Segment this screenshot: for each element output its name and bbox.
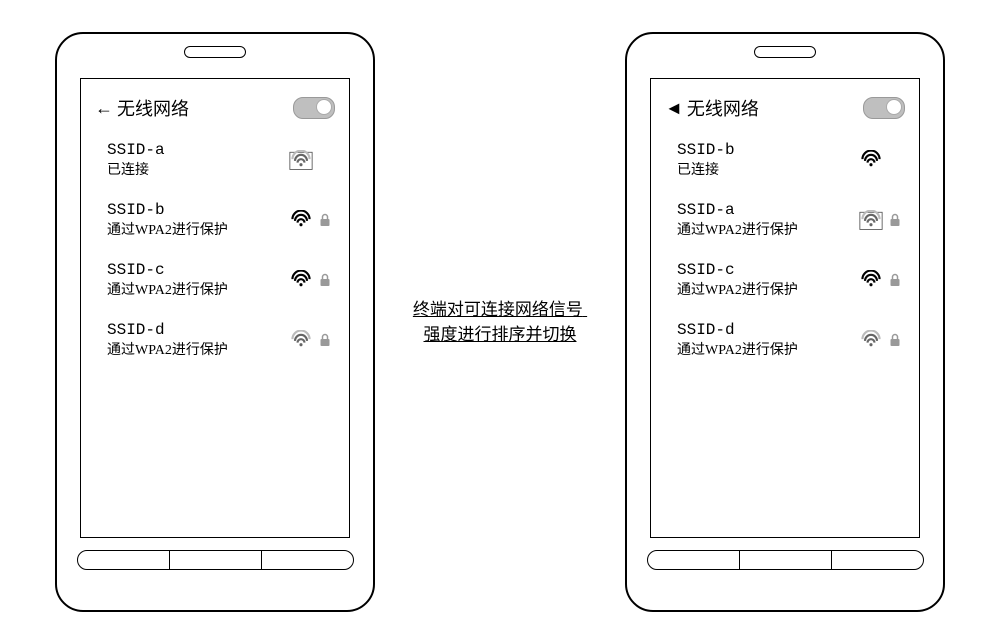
phone-right: ◄ 无线网络 SSID-b 已连接 SSID-a 通过WPA2进行保护 — [625, 32, 945, 612]
phone-screen: ◄ 无线网络 SSID-b 已连接 SSID-a 通过WPA2进行保护 — [650, 78, 920, 538]
caption-line2: 强度进行排序并切换 — [424, 322, 577, 348]
header-title: 无线网络 — [117, 95, 189, 121]
network-item[interactable]: SSID-d 通过WPA2进行保护 — [677, 321, 905, 359]
lock-icon — [889, 213, 901, 227]
network-status: 通过WPA2进行保护 — [107, 219, 228, 239]
network-icons — [289, 150, 335, 170]
header-title: 无线网络 — [687, 95, 759, 121]
network-status: 通过WPA2进行保护 — [677, 279, 798, 299]
network-icons — [289, 330, 335, 350]
network-item[interactable]: SSID-b 通过WPA2进行保护 — [107, 201, 335, 239]
wifi-icon — [859, 270, 883, 290]
network-icons — [289, 270, 335, 290]
phone-speaker — [184, 46, 246, 58]
back-arrow-icon: ◄ — [665, 99, 683, 117]
lock-icon — [889, 333, 901, 347]
network-ssid: SSID-c — [107, 261, 228, 279]
network-ssid: SSID-a — [107, 141, 165, 159]
back-arrow-icon: ← — [95, 99, 113, 117]
lock-icon — [889, 273, 901, 287]
phone-left: ← 无线网络 SSID-a 已连接 SSID-b 通过WPA2进行保护 — [55, 32, 375, 612]
network-list-left: SSID-a 已连接 SSID-b 通过WPA2进行保护 — [95, 141, 335, 359]
network-icons — [859, 330, 905, 350]
wifi-toggle[interactable] — [293, 97, 335, 119]
nav-btn-2[interactable] — [170, 551, 262, 569]
network-text: SSID-d 通过WPA2进行保护 — [677, 321, 798, 359]
network-status: 通过WPA2进行保护 — [677, 219, 798, 239]
lock-icon — [319, 333, 331, 347]
caption-line1: 终端对可连接网络信号 — [413, 297, 587, 323]
phone-screen: ← 无线网络 SSID-a 已连接 SSID-b 通过WPA2进行保护 — [80, 78, 350, 538]
center-caption: 终端对可连接网络信号 强度进行排序并切换 — [385, 297, 615, 348]
back-title[interactable]: ← 无线网络 — [95, 95, 189, 121]
network-item[interactable]: SSID-a 通过WPA2进行保护 — [677, 201, 905, 239]
network-ssid: SSID-d — [107, 321, 228, 339]
network-text: SSID-c 通过WPA2进行保护 — [107, 261, 228, 299]
network-text: SSID-a 已连接 — [107, 141, 165, 179]
network-icons — [289, 210, 335, 230]
wifi-icon — [859, 150, 883, 170]
settings-header: ← 无线网络 — [95, 95, 335, 121]
phone-speaker — [754, 46, 816, 58]
network-text: SSID-c 通过WPA2进行保护 — [677, 261, 798, 299]
nav-buttons — [77, 550, 354, 570]
nav-btn-3[interactable] — [262, 551, 353, 569]
network-status: 已连接 — [677, 159, 735, 179]
network-ssid: SSID-a — [677, 201, 798, 219]
nav-btn-1[interactable] — [78, 551, 170, 569]
back-title[interactable]: ◄ 无线网络 — [665, 95, 759, 121]
nav-buttons — [647, 550, 924, 570]
network-ssid: SSID-b — [107, 201, 228, 219]
wifi-icon — [289, 270, 313, 290]
network-item[interactable]: SSID-a 已连接 — [107, 141, 335, 179]
nav-btn-3[interactable] — [832, 551, 923, 569]
network-status: 已连接 — [107, 159, 165, 179]
settings-header: ◄ 无线网络 — [665, 95, 905, 121]
wifi-icon — [859, 210, 883, 230]
network-status: 通过WPA2进行保护 — [677, 339, 798, 359]
network-ssid: SSID-c — [677, 261, 798, 279]
network-ssid: SSID-d — [677, 321, 798, 339]
nav-btn-1[interactable] — [648, 551, 740, 569]
network-ssid: SSID-b — [677, 141, 735, 159]
network-icons — [859, 270, 905, 290]
network-list-right: SSID-b 已连接 SSID-a 通过WPA2进行保护 — [665, 141, 905, 359]
network-item[interactable]: SSID-c 通过WPA2进行保护 — [107, 261, 335, 299]
nav-btn-2[interactable] — [740, 551, 832, 569]
wifi-icon — [859, 330, 883, 350]
network-text: SSID-b 通过WPA2进行保护 — [107, 201, 228, 239]
lock-icon — [319, 213, 331, 227]
wifi-icon — [289, 150, 313, 170]
network-item[interactable]: SSID-d 通过WPA2进行保护 — [107, 321, 335, 359]
network-icons — [859, 210, 905, 230]
wifi-toggle[interactable] — [863, 97, 905, 119]
network-text: SSID-b 已连接 — [677, 141, 735, 179]
network-item[interactable]: SSID-b 已连接 — [677, 141, 905, 179]
wifi-icon — [289, 330, 313, 350]
network-icons — [859, 150, 905, 170]
lock-icon — [319, 273, 331, 287]
network-status: 通过WPA2进行保护 — [107, 339, 228, 359]
network-status: 通过WPA2进行保护 — [107, 279, 228, 299]
network-text: SSID-a 通过WPA2进行保护 — [677, 201, 798, 239]
network-item[interactable]: SSID-c 通过WPA2进行保护 — [677, 261, 905, 299]
network-text: SSID-d 通过WPA2进行保护 — [107, 321, 228, 359]
diagram-row: ← 无线网络 SSID-a 已连接 SSID-b 通过WPA2进行保护 — [55, 32, 945, 612]
wifi-icon — [289, 210, 313, 230]
